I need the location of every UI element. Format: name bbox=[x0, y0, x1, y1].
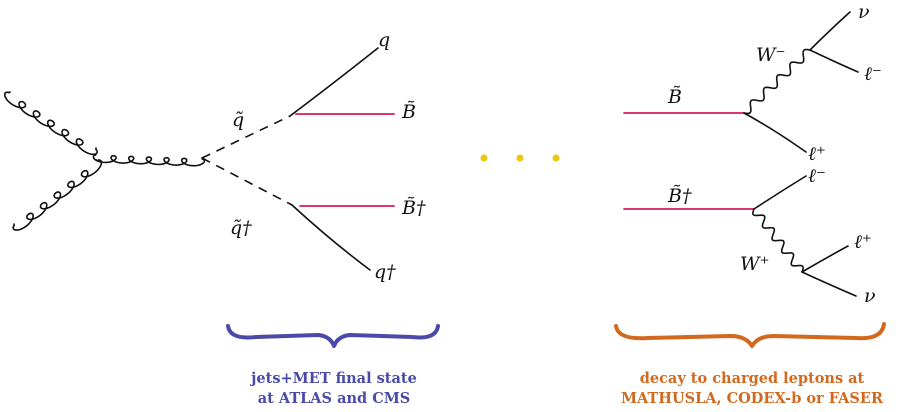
lepton-minus-top-line bbox=[809, 49, 859, 73]
nu-top-line bbox=[809, 11, 851, 51]
decay-diagram: B̃ B̃† W⁻ W⁺ ν ℓ⁻ ℓ⁺ ℓ⁻ ℓ⁺ ν bbox=[623, 1, 882, 307]
antisquark-label: q̃† bbox=[230, 217, 252, 239]
lepton-plus-bottom-line bbox=[801, 245, 849, 273]
lepton-plus-top-label: ℓ⁺ bbox=[808, 143, 826, 165]
lepton-minus-top-label: ℓ⁻ bbox=[864, 63, 882, 85]
lepton-plus-top-line bbox=[743, 112, 807, 153]
antibino-decay-label: B̃† bbox=[667, 185, 692, 207]
lepton-minus-bottom-line bbox=[753, 175, 807, 210]
squark-label: q̃ bbox=[232, 109, 244, 131]
lepton-plus-bottom-label: ℓ⁺ bbox=[854, 231, 872, 253]
dot bbox=[516, 154, 524, 162]
antibino-label: B̃† bbox=[401, 197, 426, 219]
incoming-gluon-top bbox=[3, 91, 98, 156]
intermediate-gluon bbox=[92, 153, 206, 167]
right-brace bbox=[614, 322, 886, 348]
w-minus-boson bbox=[743, 48, 811, 115]
nu-bottom-line bbox=[801, 271, 857, 297]
right-caption-line-1: decay to charged leptons at bbox=[640, 370, 865, 387]
w-minus-label: W⁻ bbox=[756, 44, 786, 66]
squark-propagator bbox=[201, 115, 291, 159]
lepton-minus-bottom-label: ℓ⁻ bbox=[808, 165, 826, 187]
nu-bottom-label: ν bbox=[864, 285, 876, 307]
antiquark-line bbox=[291, 204, 371, 271]
production-diagram: q̃ q̃† q B̃ B̃† q† bbox=[3, 29, 426, 283]
incoming-gluon-bottom bbox=[12, 159, 103, 231]
dot bbox=[480, 154, 488, 162]
w-plus-boson bbox=[752, 208, 804, 273]
bino-label: B̃ bbox=[401, 101, 416, 123]
bino-decay-label: B̃ bbox=[667, 86, 682, 108]
left-caption-line-1: jets+MET final state bbox=[249, 370, 417, 387]
w-plus-label: W⁺ bbox=[740, 253, 770, 275]
quark-label: q bbox=[378, 29, 390, 51]
antisquark-propagator bbox=[201, 157, 293, 206]
left-caption-line-2: at ATLAS and CMS bbox=[258, 390, 411, 407]
nu-top-label: ν bbox=[858, 1, 870, 23]
quark-line bbox=[289, 47, 379, 117]
dot bbox=[552, 154, 560, 162]
ellipsis-dots bbox=[480, 154, 560, 162]
left-brace bbox=[226, 324, 440, 348]
right-caption-line-2: MATHUSLA, CODEX-b or FASER bbox=[621, 390, 884, 407]
antiquark-label: q† bbox=[374, 261, 396, 283]
